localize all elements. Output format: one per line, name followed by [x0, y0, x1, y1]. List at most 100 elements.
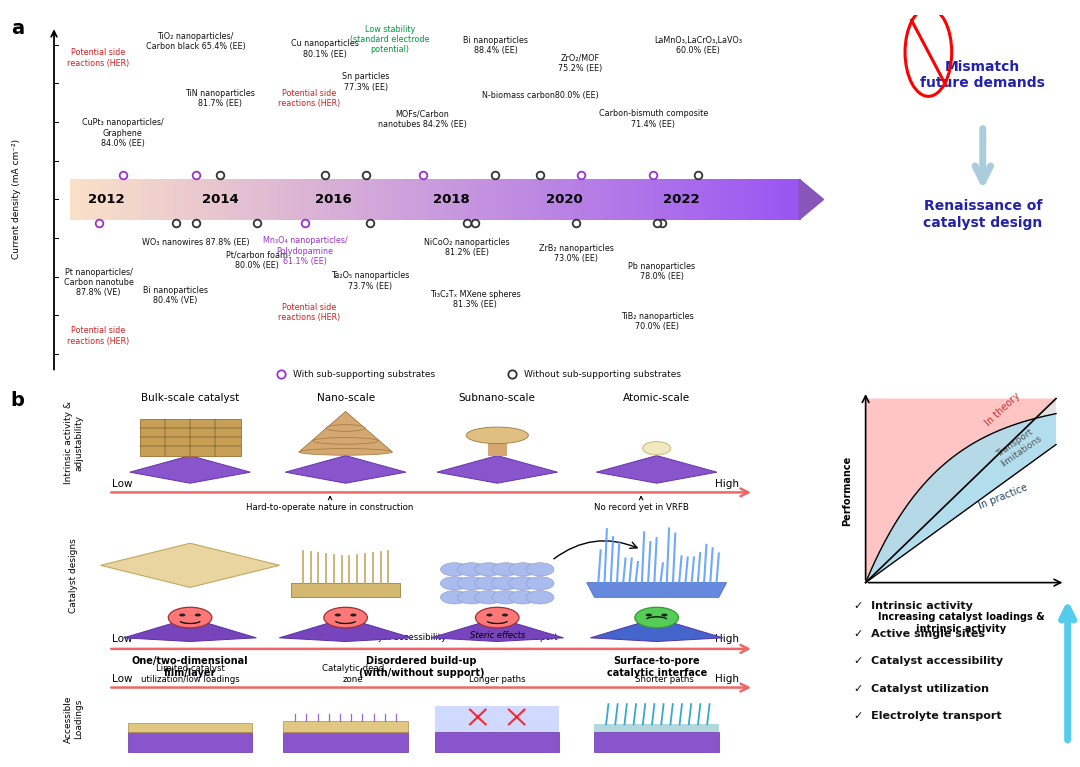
- Polygon shape: [100, 543, 280, 588]
- Bar: [301, 179, 309, 219]
- Bar: [489, 179, 497, 219]
- Bar: [283, 179, 291, 219]
- Text: Limited transport: Limited transport: [483, 634, 558, 642]
- Bar: [320, 179, 327, 219]
- Bar: [593, 179, 600, 219]
- Text: b: b: [11, 391, 25, 410]
- Text: Longer paths: Longer paths: [469, 675, 526, 684]
- Bar: [471, 179, 478, 219]
- Text: TiB₂ nanoparticles
70.0% (EE): TiB₂ nanoparticles 70.0% (EE): [621, 311, 693, 331]
- Ellipse shape: [467, 427, 528, 443]
- Circle shape: [168, 607, 212, 628]
- Bar: [289, 179, 297, 219]
- Bar: [519, 179, 527, 219]
- Polygon shape: [431, 618, 564, 641]
- Text: ✓  Active single sites: ✓ Active single sites: [854, 629, 985, 639]
- Text: WO₃ nanowires 87.8% (EE): WO₃ nanowires 87.8% (EE): [141, 238, 249, 247]
- Circle shape: [194, 614, 201, 617]
- Bar: [435, 706, 559, 732]
- Text: Pt nanoparticles/
Carbon nanotube
87.8% (VE): Pt nanoparticles/ Carbon nanotube 87.8% …: [64, 268, 134, 298]
- Bar: [672, 179, 679, 219]
- Circle shape: [324, 607, 367, 628]
- Bar: [107, 179, 114, 219]
- Text: TiO₂ nanoparticles/
Carbon black 65.4% (EE): TiO₂ nanoparticles/ Carbon black 65.4% (…: [146, 32, 245, 51]
- Bar: [556, 179, 564, 219]
- Circle shape: [335, 614, 341, 617]
- Text: 2022: 2022: [663, 193, 700, 206]
- Text: Disordered build-up
(with/without support): Disordered build-up (with/without suppor…: [359, 657, 484, 678]
- Bar: [276, 179, 284, 219]
- Text: ✓  Intrinsic activity: ✓ Intrinsic activity: [854, 601, 973, 611]
- Text: Low stability
(standard electrode
potential): Low stability (standard electrode potent…: [350, 25, 430, 54]
- Text: ✓  Catalyst utilization: ✓ Catalyst utilization: [854, 684, 989, 694]
- Circle shape: [526, 563, 554, 576]
- Bar: [526, 179, 534, 219]
- Bar: [629, 179, 637, 219]
- Bar: [422, 179, 430, 219]
- Bar: [119, 179, 126, 219]
- Bar: [441, 179, 448, 219]
- Bar: [179, 179, 187, 219]
- Bar: [488, 436, 507, 456]
- Text: Steric effects: Steric effects: [470, 630, 525, 640]
- Bar: [477, 179, 485, 219]
- Bar: [594, 732, 719, 752]
- Bar: [100, 179, 108, 219]
- Bar: [586, 179, 594, 219]
- Bar: [453, 179, 460, 219]
- Bar: [210, 179, 218, 219]
- Bar: [678, 179, 686, 219]
- Bar: [508, 179, 515, 219]
- Polygon shape: [124, 618, 256, 641]
- Circle shape: [509, 577, 537, 590]
- Text: Mismatch
future demands: Mismatch future demands: [920, 60, 1045, 90]
- Bar: [313, 179, 321, 219]
- FancyArrow shape: [799, 179, 824, 219]
- Bar: [594, 724, 719, 732]
- Bar: [762, 179, 770, 219]
- Bar: [727, 179, 734, 219]
- Circle shape: [491, 591, 519, 604]
- Bar: [793, 179, 801, 219]
- Bar: [355, 179, 363, 219]
- Bar: [769, 179, 777, 219]
- Circle shape: [635, 607, 678, 628]
- Polygon shape: [130, 456, 251, 483]
- Circle shape: [526, 577, 554, 590]
- Text: Mn₃O₄ nanoparticles/
Polydopamine
61.1% (EE): Mn₃O₄ nanoparticles/ Polydopamine 61.1% …: [262, 236, 348, 266]
- Bar: [246, 179, 254, 219]
- Bar: [77, 179, 84, 219]
- Bar: [374, 179, 381, 219]
- Bar: [429, 179, 436, 219]
- Polygon shape: [591, 618, 723, 641]
- Bar: [112, 179, 121, 219]
- Bar: [258, 179, 267, 219]
- Bar: [459, 179, 467, 219]
- Bar: [501, 179, 509, 219]
- Bar: [568, 179, 576, 219]
- Bar: [82, 179, 90, 219]
- Bar: [514, 179, 522, 219]
- Bar: [350, 179, 357, 219]
- Text: a: a: [11, 19, 24, 38]
- Bar: [380, 179, 388, 219]
- Text: Nano-scale: Nano-scale: [316, 393, 375, 403]
- Bar: [690, 179, 698, 219]
- Bar: [720, 179, 728, 219]
- Bar: [410, 179, 418, 219]
- Text: ZrB₂ nanoparticles
73.0% (EE): ZrB₂ nanoparticles 73.0% (EE): [539, 244, 613, 263]
- Text: High: High: [715, 674, 739, 684]
- Polygon shape: [299, 411, 392, 452]
- Polygon shape: [866, 399, 1056, 583]
- Bar: [696, 179, 704, 219]
- Bar: [337, 179, 346, 219]
- Bar: [144, 179, 151, 219]
- Text: Potential side
reactions (HER): Potential side reactions (HER): [67, 48, 130, 67]
- Bar: [265, 179, 272, 219]
- Bar: [198, 179, 205, 219]
- Bar: [708, 179, 716, 219]
- Text: Carbon-bismuth composite
71.4% (EE): Carbon-bismuth composite 71.4% (EE): [598, 109, 708, 129]
- Circle shape: [509, 591, 537, 604]
- Bar: [623, 179, 631, 219]
- Polygon shape: [866, 413, 1056, 583]
